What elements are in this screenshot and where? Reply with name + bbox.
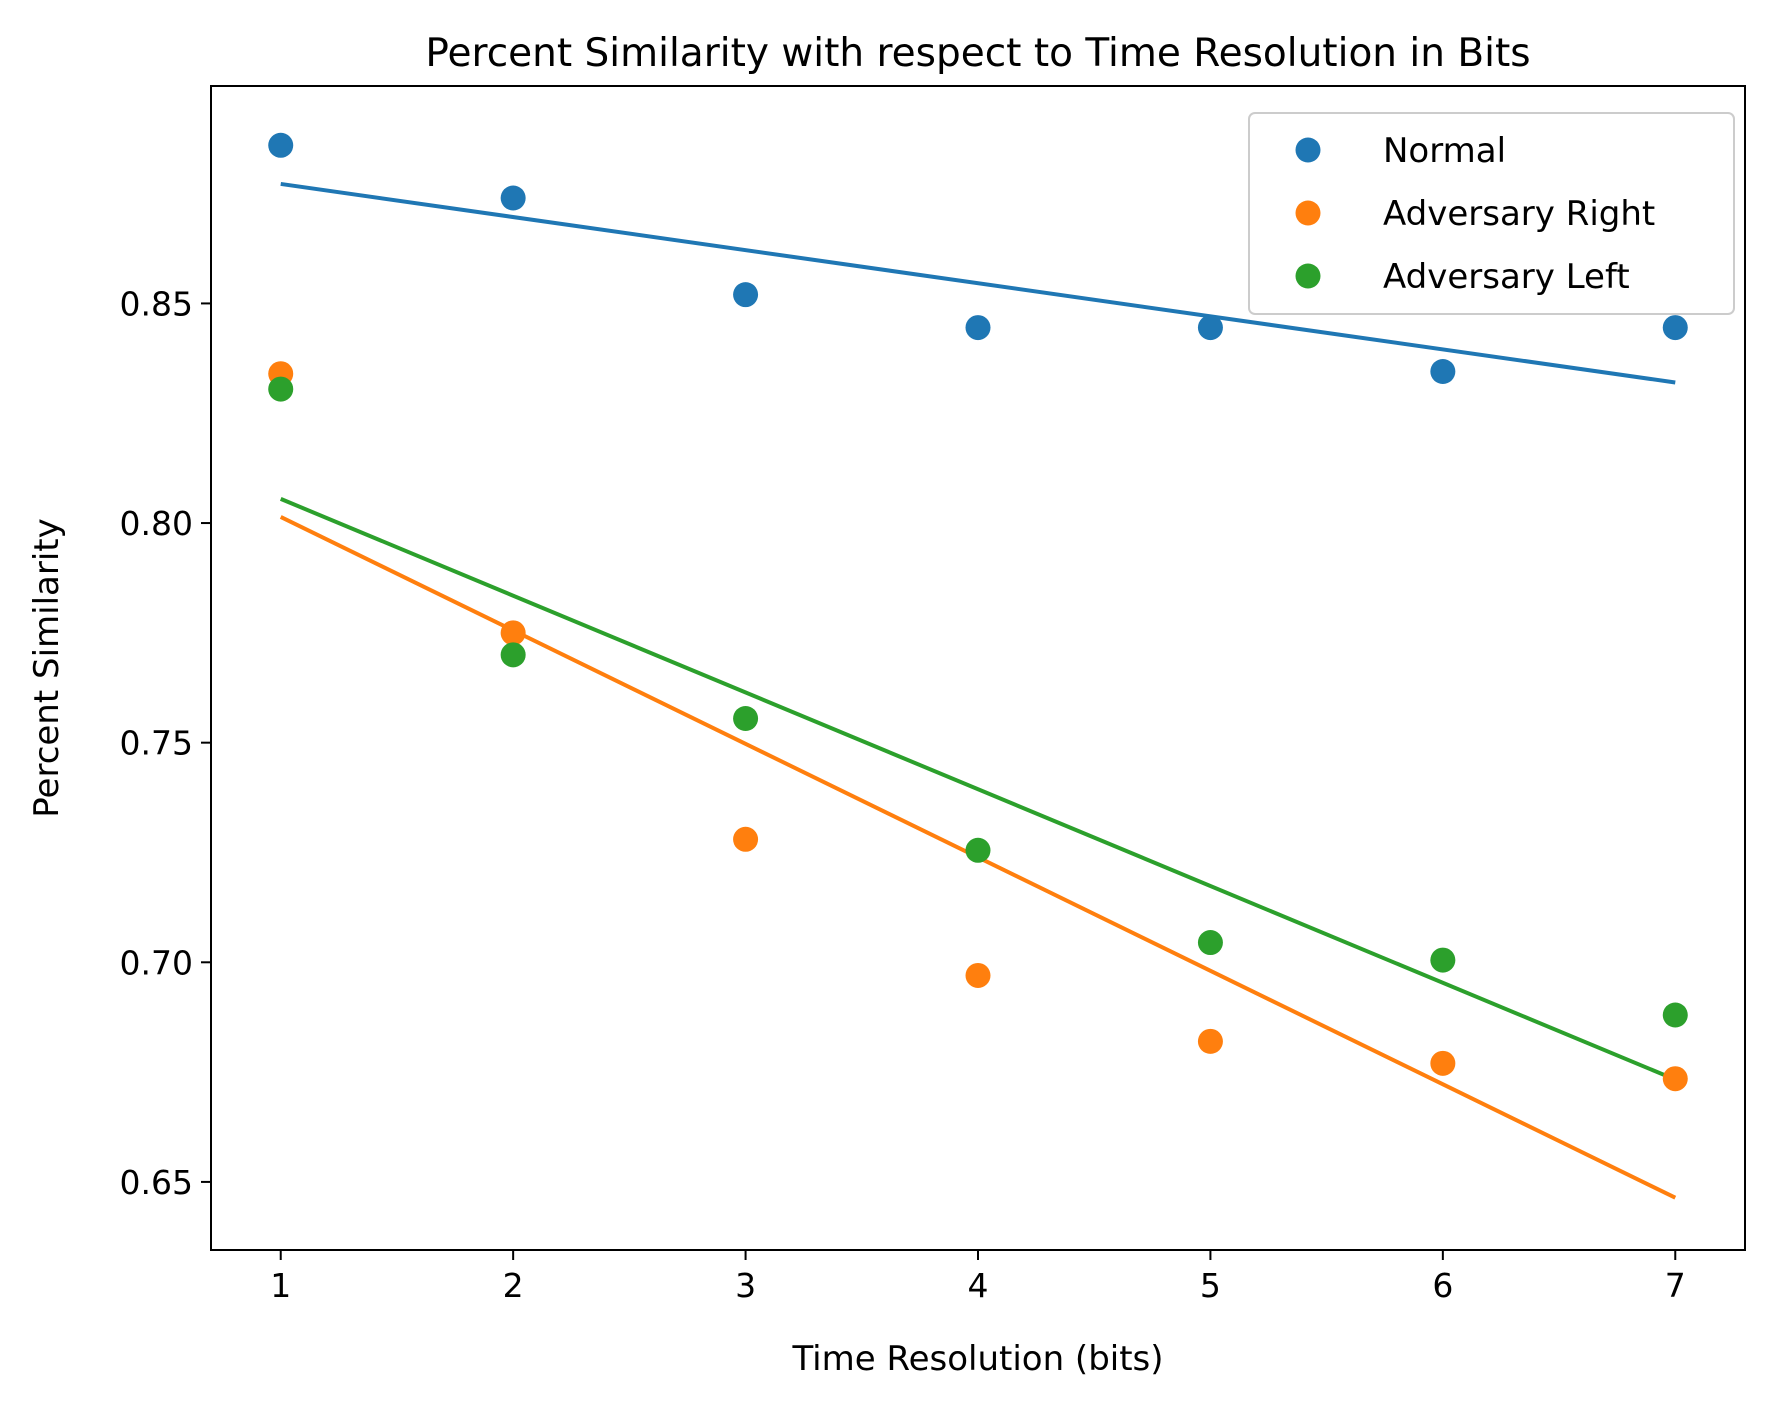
adversary-right-point — [1430, 1050, 1456, 1076]
normal-legend-marker — [1295, 137, 1321, 163]
adversary-right-point — [500, 620, 526, 646]
y-tick-label: 0.80 — [120, 504, 193, 543]
normal-point — [500, 185, 526, 211]
x-tick-label: 7 — [1665, 1266, 1686, 1305]
chart-title: Percent Similarity with respect to Time … — [425, 31, 1530, 76]
adversary-left-trend-line — [279, 497, 1677, 1082]
x-tick-label: 1 — [270, 1266, 291, 1305]
y-axis-label: Percent Similarity — [27, 518, 67, 818]
normal-point — [1197, 315, 1223, 341]
normal-point — [268, 132, 294, 158]
normal-trend-line — [280, 181, 1676, 385]
y-tick-label: 0.70 — [120, 943, 193, 982]
x-tick-label: 5 — [1200, 1266, 1221, 1305]
legend-label: Normal — [1383, 131, 1506, 171]
adversary-right-point — [733, 826, 759, 852]
adversary-left-point — [965, 837, 991, 863]
y-tick-label: 0.65 — [120, 1163, 193, 1202]
adversary-left-point — [1430, 947, 1456, 973]
adversary-left-legend-marker — [1295, 263, 1321, 289]
x-tick-label: 2 — [503, 1266, 524, 1305]
x-tick-label: 4 — [968, 1266, 989, 1305]
adversary-right-point — [1662, 1066, 1688, 1092]
adversary-right-point — [965, 962, 991, 988]
adversary-left-point — [1197, 930, 1223, 956]
normal-point — [1662, 315, 1688, 341]
data-points — [268, 132, 1688, 1092]
legend-box — [1248, 112, 1735, 315]
y-axis-ticks: 0.65 0.70 0.75 0.80 0.85 — [120, 284, 211, 1202]
x-tick-label: 3 — [735, 1266, 756, 1305]
x-axis-ticks: 1 2 3 4 5 6 7 — [270, 1250, 1686, 1305]
x-axis-label: Time Resolution (bits) — [791, 1339, 1163, 1379]
normal-point — [1430, 359, 1456, 385]
adversary-right-legend-marker — [1295, 200, 1321, 226]
adversary-left-point — [500, 642, 526, 668]
x-tick-label: 6 — [1432, 1266, 1453, 1305]
normal-point — [965, 315, 991, 341]
normal-point — [733, 282, 759, 308]
adversary-left-point — [1662, 1002, 1688, 1028]
adversary-left-point — [733, 706, 759, 732]
legend: Normal Adversary Right Adversary Left — [1248, 112, 1735, 315]
legend-label: Adversary Left — [1383, 257, 1630, 297]
legend-label: Adversary Right — [1383, 194, 1655, 234]
y-tick-label: 0.85 — [120, 284, 193, 323]
adversary-right-point — [1197, 1028, 1223, 1054]
y-tick-label: 0.75 — [120, 724, 193, 763]
adversary-left-point — [268, 376, 294, 402]
